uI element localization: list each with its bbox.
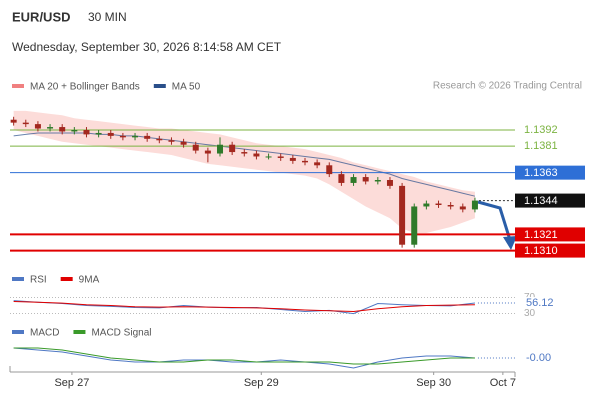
candle-body <box>374 180 381 182</box>
level-box <box>515 193 585 208</box>
y-tick-label: 30 <box>524 308 536 319</box>
candle-body <box>277 156 284 158</box>
candle-body <box>411 206 418 245</box>
legend-label: RSI <box>30 275 47 286</box>
rsi-value: 56.12 <box>526 297 554 309</box>
x-tick-label: Sep 27 <box>54 377 89 389</box>
candle-body <box>447 205 454 207</box>
candle-body <box>144 135 151 139</box>
timeframe: 30 MIN <box>88 10 127 24</box>
x-tick-label: Sep 29 <box>244 377 279 389</box>
candle-body <box>399 185 406 245</box>
candle-body <box>241 152 248 154</box>
level-label: 1.1310 <box>524 245 558 257</box>
rsi-line <box>13 300 475 313</box>
candle-body <box>168 140 175 142</box>
level-label: 1.1321 <box>524 229 558 241</box>
macd-value: -0.00 <box>526 352 551 364</box>
candle-body <box>362 177 369 182</box>
candle-body <box>386 180 393 186</box>
legend-label: MA 50 <box>172 82 201 93</box>
candle-body <box>338 174 345 183</box>
candle-body <box>350 177 357 183</box>
legend-swatch <box>153 84 166 88</box>
legend-swatch <box>12 330 24 334</box>
legend-label: MACD Signal <box>91 328 151 339</box>
legend-swatch <box>12 277 24 281</box>
candle-body <box>229 144 236 153</box>
legend-swatch <box>73 330 86 334</box>
level-label: 1.1344 <box>524 195 558 207</box>
level-label: 1.1363 <box>524 167 558 179</box>
candle-body <box>435 203 442 205</box>
macd-line <box>13 347 475 369</box>
candle-body <box>423 203 430 207</box>
legend-label: MA 20 + Bollinger Bands <box>30 82 140 93</box>
credit: Research © 2026 Trading Central <box>433 81 582 92</box>
candle-body <box>107 132 114 136</box>
macd-line <box>13 347 475 365</box>
legend-swatch <box>60 277 73 281</box>
x-tick-label: Sep 30 <box>416 377 451 389</box>
level-label: 1.1381 <box>524 140 558 152</box>
candle-body <box>253 153 260 157</box>
candle-body <box>156 138 163 141</box>
candle-body <box>459 206 466 210</box>
candle-body <box>22 122 29 125</box>
candle-body <box>47 127 54 129</box>
candle-body <box>265 156 272 158</box>
legend-label: 9MA <box>79 275 100 286</box>
candle-body <box>59 127 66 132</box>
candle-body <box>119 135 126 138</box>
candle-body <box>180 141 187 145</box>
level-box <box>515 243 585 258</box>
candle-body <box>10 119 17 123</box>
x-tick-label: Oct 7 <box>490 377 516 389</box>
value-bg <box>522 297 556 310</box>
symbol: EUR/USD <box>12 9 71 24</box>
level-label: 1.1392 <box>524 124 558 136</box>
candle-body <box>204 150 211 154</box>
candle-body <box>71 130 78 132</box>
forecast-arrowhead <box>503 236 517 250</box>
level-box <box>515 227 585 242</box>
candle-body <box>314 162 321 166</box>
candle-body <box>95 132 102 135</box>
level-box <box>515 165 585 180</box>
candle-body <box>34 124 41 129</box>
candle-body <box>132 135 139 138</box>
candle-body <box>471 200 478 210</box>
bollinger-band <box>13 110 475 233</box>
legend-swatch <box>12 84 24 88</box>
candle-body <box>301 160 308 163</box>
candle-body <box>192 144 199 151</box>
forecast-arrow <box>477 200 512 241</box>
candle-body <box>326 165 333 175</box>
legend-label: MACD <box>30 328 59 339</box>
date: Wednesday, September 30, 2026 8:14:58 AM… <box>12 40 282 54</box>
candle-body <box>217 144 224 154</box>
candle-body <box>289 157 296 161</box>
candle-body <box>83 130 90 135</box>
